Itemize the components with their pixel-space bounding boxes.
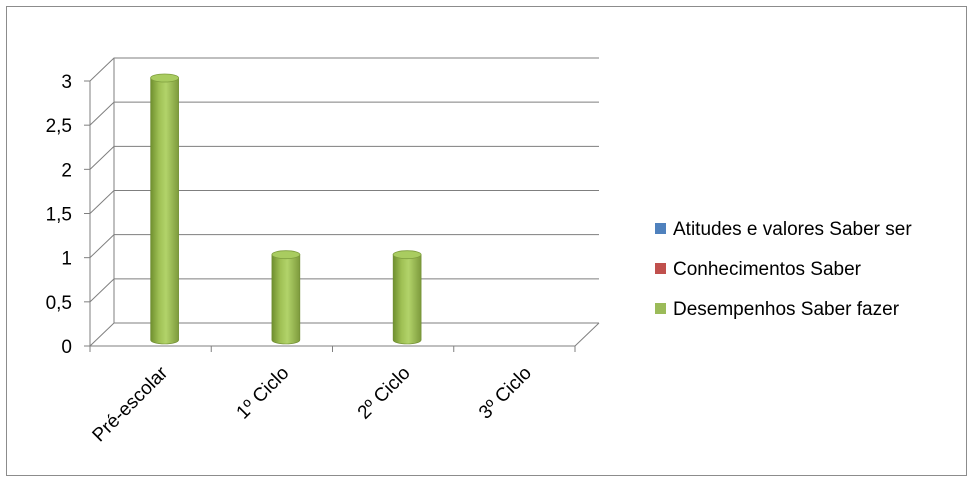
legend-swatch-1: [655, 263, 666, 274]
x-tick-label-3: 3º Ciclo: [475, 363, 536, 424]
bar-body: [150, 77, 179, 345]
bar-top: [271, 250, 301, 260]
bar-2-2: [392, 250, 422, 345]
bar-top: [392, 250, 422, 260]
y-tick-label-6: 3: [61, 72, 72, 93]
y-tick-label-1: 0,5: [46, 293, 72, 314]
y-tick-label-2: 1: [61, 249, 72, 270]
legend: Atitudes e valores Saber ser Conhecimento…: [655, 219, 912, 320]
gridline-2: [89, 234, 599, 259]
legend-label-1: Conhecimentos Saber: [673, 259, 862, 280]
gridline-0: [89, 322, 599, 347]
y-tick-label-5: 2,5: [46, 116, 72, 137]
legend-swatch-2: [655, 303, 666, 314]
x-tick-label-0: Pré-escolar: [89, 362, 173, 446]
gridlines: [89, 57, 599, 347]
legend-swatch-0: [655, 223, 666, 234]
x-tick-label-1: 1º Ciclo: [233, 363, 294, 424]
y-tick-label-3: 1,5: [46, 205, 72, 226]
legend-label-2: Desempenhos Saber fazer: [673, 299, 900, 320]
legend-label-0: Atitudes e valores Saber ser: [673, 219, 912, 240]
floor-right-edge: [574, 322, 600, 347]
x-axis-ticks: Pré-escolar 1º Ciclo 2º Ciclo 3º Ciclo: [89, 346, 576, 446]
chart-walls: [113, 58, 600, 347]
bars: [150, 73, 422, 345]
gridline-4: [89, 145, 599, 170]
gridline-6: [89, 57, 599, 82]
bar-2-1: [271, 250, 301, 345]
gridline-3: [89, 190, 599, 214]
gridline-5: [89, 101, 599, 126]
bar-body: [271, 254, 301, 345]
y-axis-ticks: 0 0,5 1 1,5 2 2,5 3: [46, 72, 90, 358]
bar-2-0: [150, 73, 180, 345]
gridline-1: [89, 278, 599, 303]
y-tick-label-4: 2: [61, 160, 72, 181]
bar-body: [392, 254, 422, 345]
x-tick-label-2: 2º Ciclo: [354, 363, 415, 424]
y-tick-label-0: 0: [61, 337, 72, 358]
bar-top: [150, 73, 180, 83]
